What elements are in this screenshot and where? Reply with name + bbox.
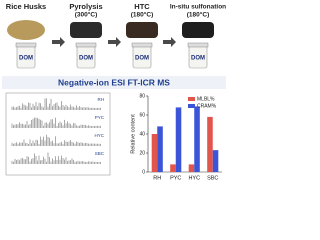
arrows	[52, 37, 176, 47]
arrow	[108, 37, 121, 47]
husks	[7, 20, 45, 40]
sample	[182, 22, 214, 38]
spectrum-label: PYC	[95, 115, 105, 120]
bar	[212, 150, 219, 172]
bar	[170, 164, 176, 172]
legend-swatch	[188, 104, 195, 108]
arrow	[163, 37, 176, 47]
x-tick-label: SBC	[207, 175, 218, 181]
spectrum-label: HYC	[94, 133, 104, 138]
bar-chart: 0 20 40 60 80 Relative content RH PYC HYC SBC MLBL…	[130, 93, 222, 181]
x-tick-label: RH	[153, 175, 161, 181]
bar	[194, 106, 200, 172]
spectra-frame	[5, 92, 111, 176]
banner-bg	[2, 76, 226, 89]
step-label: Rice Husks	[6, 2, 46, 11]
dom-label: DOM	[19, 56, 33, 62]
dom-label: DOM	[191, 56, 205, 62]
jar-cap	[15, 42, 37, 48]
legend-label: MLBL%	[197, 96, 215, 102]
jar-cap	[75, 42, 97, 48]
arrow	[52, 37, 65, 47]
bar	[188, 164, 195, 172]
step-temp: (180°C)	[131, 11, 153, 19]
top-row: Rice HusksDOMPyrolysis(300°C)DOMHTC(180°…	[6, 2, 226, 69]
spectrum-label: RH	[98, 97, 105, 102]
step-temp: (300°C)	[75, 11, 97, 19]
step-label: HTC	[134, 2, 150, 11]
step-label: In-situ sulfonation	[170, 4, 226, 11]
y-tick-label: 0	[142, 169, 145, 175]
sample	[126, 22, 158, 38]
x-tick-label: PYC	[170, 175, 181, 181]
banner: Negative-ion ESI FT-ICR MS	[58, 77, 170, 87]
dom-label: DOM	[135, 56, 149, 62]
x-tick-label: HYC	[188, 175, 200, 181]
figure: Negative-ion ESI FT-ICR MS Rice Husks DOM…	[2, 1, 227, 182]
bar	[157, 126, 163, 172]
y-tick-label: 60	[139, 112, 145, 118]
y-tick-label: 80	[139, 93, 145, 99]
step-temp: (180°C)	[187, 11, 209, 19]
dom-label: DOM	[79, 56, 93, 62]
bar	[151, 134, 158, 172]
y-tick-label: 40	[139, 131, 145, 137]
legend-label: CRAM%	[197, 103, 217, 109]
y-tick-label: 20	[139, 150, 145, 156]
jar-cap	[187, 42, 209, 48]
bar	[207, 116, 213, 172]
spectra: RH PYC HYC SBC	[5, 92, 111, 176]
spectrum-label: SBC	[95, 151, 105, 156]
step-label: Pyrolysis	[69, 2, 102, 11]
sample	[70, 22, 102, 38]
jar-cap	[131, 42, 153, 48]
legend-swatch	[188, 97, 195, 101]
y-axis-label: Relative content	[130, 114, 136, 154]
bar	[175, 107, 182, 172]
